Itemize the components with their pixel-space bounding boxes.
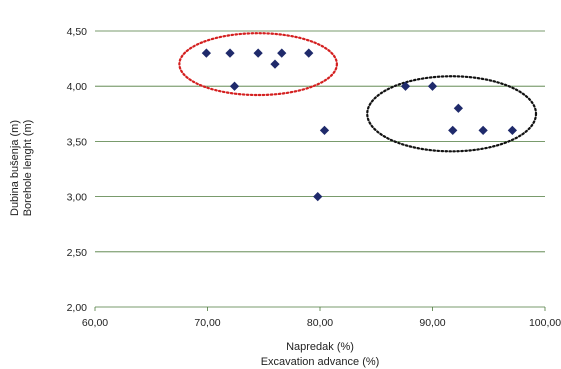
- y-tick-label: 3,00: [67, 192, 88, 204]
- data-point: [448, 125, 458, 135]
- x-tick-label: 80,00: [307, 317, 333, 329]
- y-tick-label: 2,50: [67, 247, 88, 259]
- y-tick-label: 2,00: [67, 302, 88, 314]
- data-point: [507, 125, 517, 135]
- data-point: [304, 48, 314, 58]
- y-tick-label: 4,00: [67, 81, 88, 93]
- y-tick-label: 3,50: [67, 136, 88, 148]
- ticks-layer: 2,00 2,50 3,00 3,50 4,00 4,50 60,00 70,00 80,00 9…: [67, 26, 561, 329]
- data-point: [277, 48, 287, 58]
- data-point: [453, 103, 463, 113]
- data-point: [201, 48, 211, 58]
- data-point: [400, 81, 411, 91]
- x-tick-label: 90,00: [419, 317, 445, 329]
- y-tick-label: 4,50: [67, 26, 88, 38]
- x-axis-title-line-1: Napredak (%): [286, 341, 354, 353]
- x-tick-label: 60,00: [82, 317, 108, 329]
- x-tick-label: 70,00: [194, 317, 220, 329]
- data-point: [319, 125, 330, 135]
- data-point: [225, 48, 235, 58]
- data-point: [478, 125, 488, 135]
- x-tick-label: 100,00: [529, 317, 561, 329]
- data-point: [313, 191, 323, 202]
- data-point: [427, 81, 438, 91]
- cluster-ellipse-red: [178, 32, 338, 97]
- x-axis-title-line-2: Excavation advance (%): [261, 356, 380, 368]
- data-point: [253, 48, 263, 58]
- points-layer: [201, 48, 517, 202]
- y-axis-title-line-1: Dubina bušenja (m): [9, 120, 21, 216]
- annotation-layer: [178, 32, 538, 153]
- y-axis-title-line-2: Borehole lenght (m): [22, 120, 34, 217]
- data-point: [229, 81, 240, 91]
- grid-layer: [94, 30, 546, 311]
- data-point: [270, 59, 280, 69]
- cluster-ellipse-black: [366, 75, 538, 153]
